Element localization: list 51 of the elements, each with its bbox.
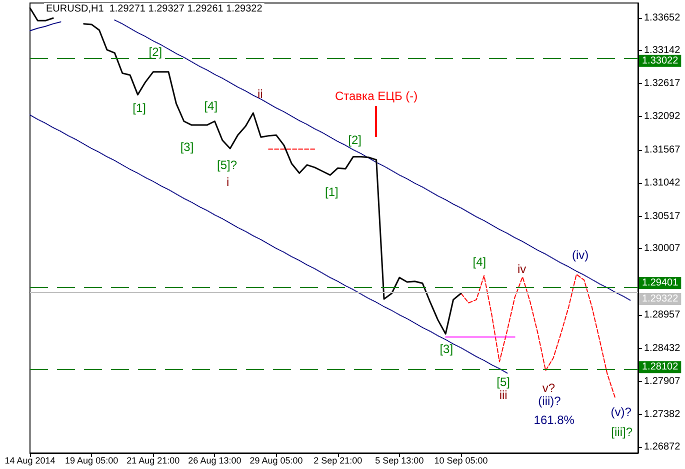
annotation: [3] (440, 342, 454, 356)
y-tick-label: 1.30517 (644, 210, 681, 222)
y-tick-label: 1.26872 (644, 441, 681, 452)
ref-line-label: 1.28102 (642, 362, 679, 373)
line-series (460, 274, 616, 398)
y-tick-label: 1.31042 (644, 178, 681, 189)
annotation: [4] (204, 99, 218, 113)
annotation: [1] (132, 101, 146, 115)
y-tick-label: 1.33652 (644, 12, 681, 24)
annotation: iii (499, 388, 508, 402)
annotation: [iii]? (611, 425, 633, 439)
annotation: [2] (348, 133, 362, 147)
y-tick-label: 1.28957 (644, 310, 681, 321)
ref-line-label: 1.33022 (642, 55, 679, 66)
x-tick-label: 19 Aug 05:00 (65, 456, 118, 466)
y-tick-label: 1.28432 (644, 342, 681, 354)
ref-line-label: 1.29401 (642, 277, 679, 288)
annotation: [5]? (217, 158, 238, 172)
annotation: [1] (325, 185, 338, 199)
chart-title: EURUSD,H1 1.29271 1.29327 1.29261 1.29322 (46, 4, 263, 14)
annotation: (v)? (610, 405, 632, 419)
annotation: [3] (180, 140, 194, 154)
x-tick-label: 14 Aug 2014 (4, 456, 56, 466)
x-tick-label: 2 Sep 21:00 (314, 456, 362, 466)
x-tick-label: 10 Sep 05:00 (434, 456, 488, 466)
y-tick-label: 1.33142 (644, 44, 681, 56)
ref-line-label: 1.29322 (642, 293, 679, 304)
annotation: i (226, 175, 230, 189)
annotation: [2] (148, 45, 162, 59)
annotation: (iv) (572, 248, 589, 262)
annotation: ii (257, 87, 263, 101)
x-tick-label: 21 Aug 21:00 (126, 456, 180, 466)
annotation: iv (517, 262, 526, 276)
y-tick-label: 1.27907 (644, 376, 681, 387)
annotation: (iii)? (538, 394, 562, 408)
y-tick-label: 1.32617 (644, 78, 681, 89)
y-tick-label: 1.30007 (644, 243, 681, 254)
annotation: 161.8% (534, 413, 575, 427)
x-tick-label: 26 Aug 13:00 (188, 456, 242, 466)
line-series (30, 114, 508, 374)
y-tick-label: 1.32092 (644, 111, 681, 122)
y-tick-label: 1.31567 (644, 144, 681, 156)
y-tick-label: 1.27382 (644, 409, 681, 420)
line-series (30, 21, 62, 32)
annotation: [4] (472, 255, 486, 269)
x-tick-label: 5 Sep 13:00 (375, 456, 424, 466)
line-series (114, 20, 631, 301)
annotation: v? (542, 381, 556, 395)
x-tick-label: 29 Aug 05:00 (250, 456, 303, 466)
annotation: [5] (496, 375, 510, 389)
annotation: Ставка ЕЦБ (-) (334, 89, 418, 103)
